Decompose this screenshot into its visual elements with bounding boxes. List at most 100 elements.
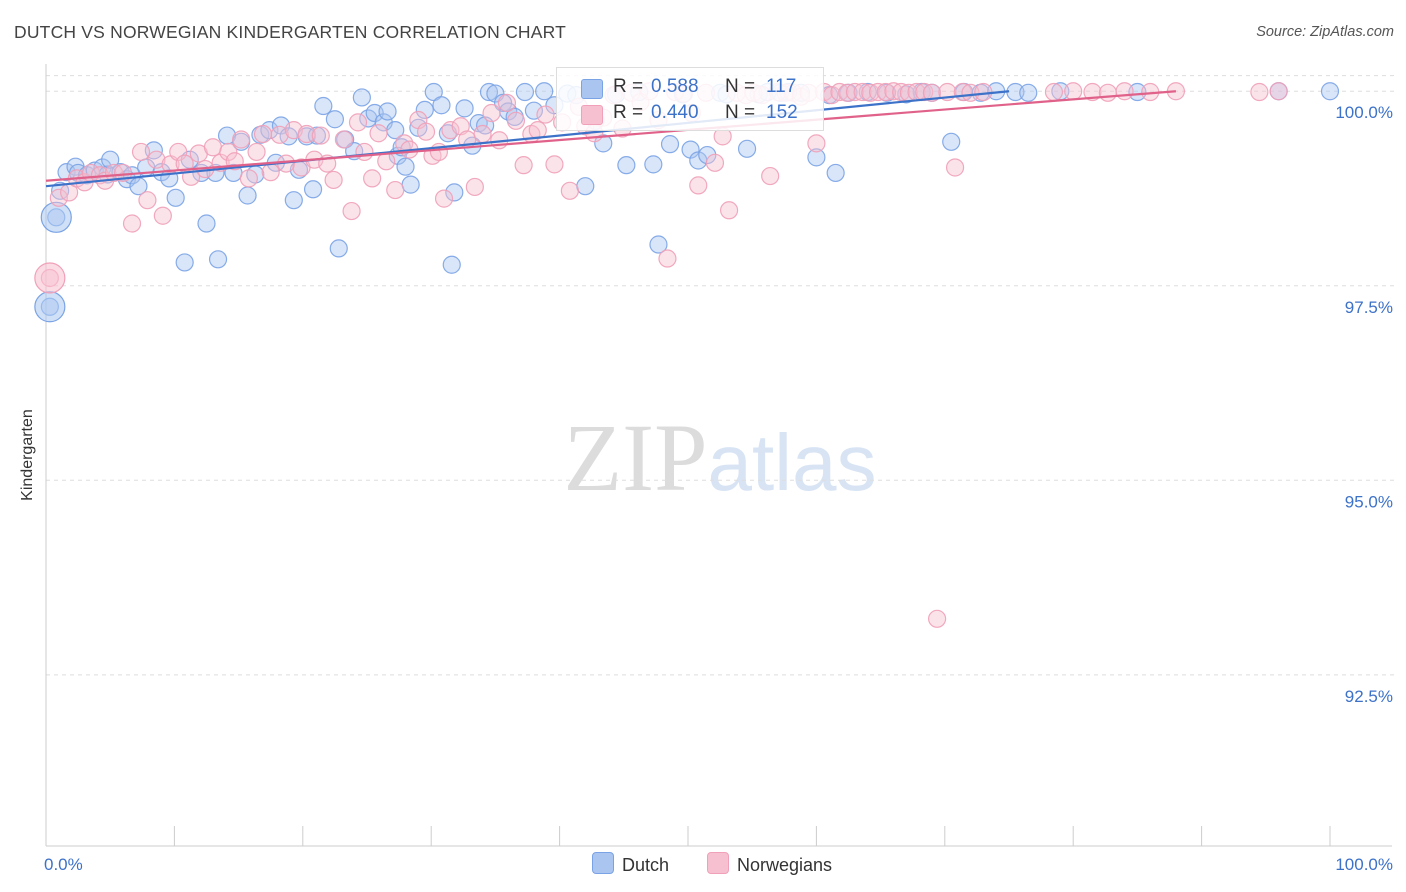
norwegians-point — [705, 153, 725, 172]
norwegians-point — [658, 249, 677, 268]
watermark: ZIPatlas — [564, 404, 877, 511]
norwegians-point — [138, 191, 157, 210]
norwegians-swatch — [581, 105, 603, 125]
dutch-point — [352, 88, 371, 107]
norwegians-point — [1115, 82, 1134, 101]
dutch-point — [737, 139, 757, 158]
norwegians-point — [203, 138, 223, 157]
norwegians-point — [1044, 82, 1064, 102]
norwegians-point — [355, 142, 374, 162]
dutch-point — [644, 155, 663, 174]
norwegians-point — [497, 93, 517, 113]
legend-n-label: N = — [725, 102, 756, 123]
norwegians-point — [761, 166, 780, 186]
norwegians-point — [1269, 82, 1288, 101]
norwegians-point — [49, 188, 68, 207]
legend-r-value-norwegians: 0.440 — [651, 102, 699, 123]
norwegians-point — [369, 124, 388, 143]
dutch-point — [1320, 82, 1340, 101]
dutch-point — [617, 156, 636, 175]
dutch-point — [479, 82, 499, 102]
norwegians-point — [884, 82, 903, 101]
norwegians-point — [465, 177, 484, 197]
dutch-point — [314, 96, 333, 116]
norwegians-point — [892, 82, 911, 102]
dutch-point — [535, 82, 554, 101]
norwegians-point — [927, 609, 947, 628]
dutch-point — [576, 177, 595, 196]
dutch-point — [238, 186, 257, 205]
norwegians-point — [689, 176, 708, 195]
legend-label-norwegians: Norwegians — [737, 855, 833, 875]
legend-n-label: N = — [725, 76, 756, 97]
norwegians-point — [147, 150, 166, 169]
y-tick-label: 92.5% — [1345, 687, 1393, 706]
x-tick-label-right: 100.0% — [1335, 855, 1393, 874]
legend-r-label: R = — [613, 102, 644, 123]
norwegians-point — [1064, 82, 1083, 101]
dutch-point — [1019, 83, 1038, 102]
dutch-point — [942, 132, 961, 151]
norwegians-point — [876, 82, 895, 102]
norwegians-point — [153, 206, 172, 225]
source-note: Source: ZipAtlas.com — [1256, 24, 1394, 40]
norwegians-point — [838, 83, 857, 102]
y-tick-label: 100.0% — [1335, 103, 1393, 122]
norwegians-point — [219, 142, 238, 162]
norwegians-point — [482, 103, 501, 123]
norwegians-point — [1083, 82, 1102, 102]
dutch-point — [284, 191, 303, 210]
norwegians-point — [845, 82, 865, 102]
norwegians-point — [253, 124, 273, 144]
dutch-point — [378, 102, 397, 121]
norwegians-point — [297, 124, 316, 144]
dutch-point — [594, 134, 613, 153]
chart-title: DUTCH VS NORWEGIAN KINDERGARTEN CORRELAT… — [14, 22, 567, 42]
norwegians-point-large — [34, 262, 66, 294]
norwegians-point — [239, 169, 258, 188]
dutch-trend-line — [45, 90, 1010, 188]
norwegians-point — [719, 201, 739, 220]
norwegians-point — [536, 105, 555, 124]
norwegians-point — [416, 122, 436, 141]
norwegians-point — [545, 155, 564, 174]
norwegians-point — [270, 125, 289, 144]
legend-item-dutch[interactable]: Dutch — [592, 852, 669, 876]
norwegians-point — [441, 121, 460, 140]
dutch-point — [208, 250, 228, 269]
norwegians-legend-swatch — [707, 852, 729, 874]
norwegians-point — [974, 82, 993, 102]
y-tick-label: 95.0% — [1345, 492, 1393, 511]
norwegians-point — [473, 124, 492, 144]
norwegians-point — [807, 134, 826, 153]
norwegians-trend-line — [45, 90, 1177, 182]
norwegians-point — [131, 142, 151, 162]
norwegians-point — [348, 113, 368, 132]
legend-n-value-norwegians: 152 — [766, 102, 798, 123]
dutch-point — [698, 145, 717, 165]
norwegians-point — [324, 170, 343, 190]
norwegians-point — [363, 169, 382, 188]
dutch-point — [415, 100, 434, 120]
norwegians-point — [247, 142, 266, 162]
dutch-point — [1128, 82, 1147, 102]
dutch-point — [442, 255, 461, 274]
dutch-point — [303, 180, 323, 199]
x-tick-label-left: 0.0% — [44, 855, 83, 874]
norwegians-point — [261, 163, 280, 182]
y-tick-label: 97.5% — [1345, 298, 1393, 317]
norwegians-point — [232, 130, 251, 149]
legend-item-norwegians[interactable]: Norwegians — [707, 852, 832, 876]
dutch-point — [524, 101, 544, 120]
norwegians-point — [311, 126, 330, 145]
norwegians-point — [861, 83, 880, 102]
dutch-point — [432, 96, 451, 115]
norwegians-point — [961, 83, 980, 102]
norwegians-point — [853, 82, 872, 102]
norwegians-point — [506, 111, 526, 130]
norwegians-point — [342, 201, 361, 221]
dutch-point — [51, 181, 70, 200]
dutch-point — [649, 235, 668, 254]
dutch-point — [166, 188, 185, 207]
